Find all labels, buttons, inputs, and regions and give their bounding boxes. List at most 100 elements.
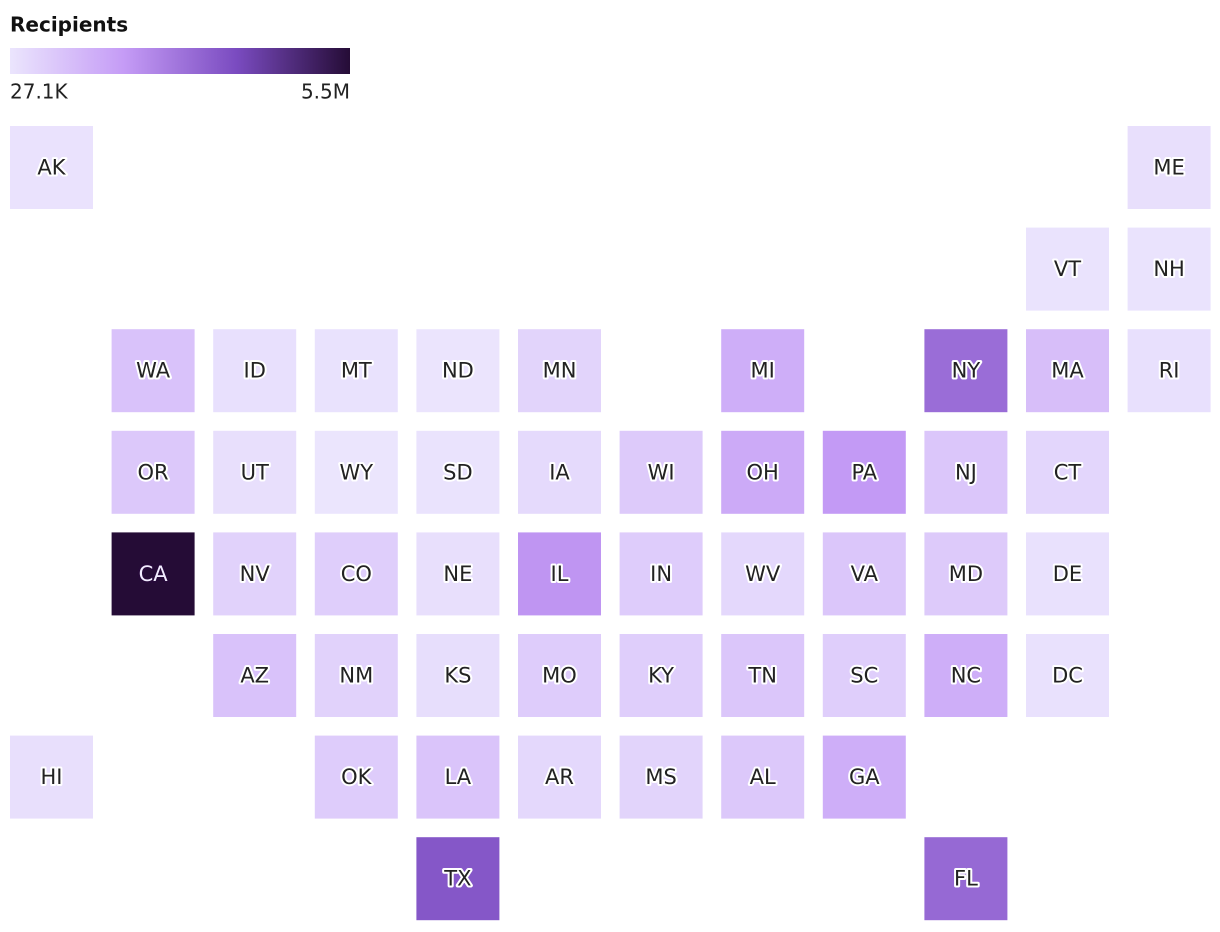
state-label: DC (1052, 664, 1083, 688)
state-label: AR (545, 765, 574, 789)
state-tile (416, 430, 500, 514)
state-label: NE (443, 562, 472, 586)
state-label: ND (442, 359, 474, 383)
state-tile (314, 329, 398, 413)
state-label: NV (240, 562, 271, 586)
state-label: AK (37, 156, 66, 180)
state-tile (822, 532, 906, 616)
state-tile (619, 735, 703, 819)
state-tile (111, 430, 195, 514)
state-label: WV (745, 562, 781, 586)
legend-min-label: 27.1K (10, 80, 69, 104)
state-tile (619, 430, 703, 514)
state-label: NY (952, 359, 981, 383)
state-tile (314, 532, 398, 616)
state-tile (518, 430, 601, 514)
state-label: RI (1159, 359, 1180, 383)
state-tile (111, 532, 195, 616)
state-tile (10, 126, 93, 209)
state-tile (924, 634, 1008, 717)
state-label: NJ (955, 460, 977, 484)
state-tile (1026, 532, 1109, 616)
state-label: MI (751, 359, 775, 383)
state-label: OR (138, 460, 169, 484)
state-label: ID (244, 359, 266, 383)
state-label: MO (542, 664, 577, 688)
state-tile (314, 430, 398, 514)
state-tile (416, 735, 500, 819)
state-tile (314, 735, 398, 819)
state-tile (1127, 126, 1211, 209)
state-label: CT (1054, 460, 1082, 484)
state-tile (1127, 329, 1211, 413)
state-label: HI (41, 765, 63, 789)
state-label: VT (1054, 257, 1081, 281)
state-tile (416, 329, 500, 413)
state-label: TN (747, 664, 777, 688)
state-label: OH (747, 460, 779, 484)
state-tile (619, 634, 703, 717)
state-label: AZ (240, 664, 269, 688)
state-tile (924, 532, 1008, 616)
state-tile (1026, 227, 1109, 311)
state-tile (213, 329, 297, 413)
state-label: VA (851, 562, 879, 586)
state-tile (111, 329, 195, 413)
state-tile (721, 329, 805, 413)
state-tile (213, 430, 297, 514)
state-label: WY (340, 460, 374, 484)
state-tile (518, 634, 601, 717)
state-tile (822, 430, 906, 514)
state-tile (213, 532, 297, 616)
state-label: CO (341, 562, 372, 586)
state-label: WA (136, 359, 171, 383)
state-label: SD (443, 460, 473, 484)
state-label: KS (444, 664, 471, 688)
state-label: AL (750, 765, 776, 789)
state-tile (314, 634, 398, 717)
state-tile (518, 532, 601, 616)
state-tile (518, 329, 601, 413)
state-tile (721, 634, 805, 717)
state-label: PA (851, 460, 877, 484)
legend-max-label: 5.5M (301, 80, 350, 104)
state-tile (721, 735, 805, 819)
state-tile (518, 735, 601, 819)
state-label: TX (443, 867, 471, 891)
state-label: MT (341, 359, 372, 383)
state-tile (1026, 634, 1109, 717)
state-tile (416, 837, 500, 921)
legend-title: Recipients (10, 13, 128, 37)
state-tile (213, 634, 297, 717)
state-label: KY (648, 664, 674, 688)
state-label: IL (551, 562, 569, 586)
state-label: MA (1051, 359, 1084, 383)
state-tile (416, 532, 500, 616)
state-tile (924, 430, 1008, 514)
state-tile (10, 735, 93, 819)
state-label: CA (139, 562, 169, 586)
state-label: LA (445, 765, 472, 789)
state-tile (1127, 227, 1211, 311)
state-label: WI (648, 460, 675, 484)
state-label: DE (1053, 562, 1082, 586)
state-label: MD (949, 562, 983, 586)
state-tile (924, 329, 1008, 413)
state-tile (822, 634, 906, 717)
legend-gradient (10, 48, 350, 74)
state-label: MN (543, 359, 577, 383)
state-label: SC (850, 664, 878, 688)
state-label: OK (341, 765, 373, 789)
state-label: ME (1153, 156, 1184, 180)
state-label: GA (849, 765, 880, 789)
state-tile (1026, 329, 1109, 413)
state-label: NM (339, 664, 373, 688)
state-tile (721, 430, 805, 514)
state-label: IN (650, 562, 672, 586)
state-tile (416, 634, 500, 717)
state-tile (924, 837, 1008, 921)
state-tile (1026, 430, 1109, 514)
state-tile (619, 532, 703, 616)
state-tile (822, 735, 906, 819)
